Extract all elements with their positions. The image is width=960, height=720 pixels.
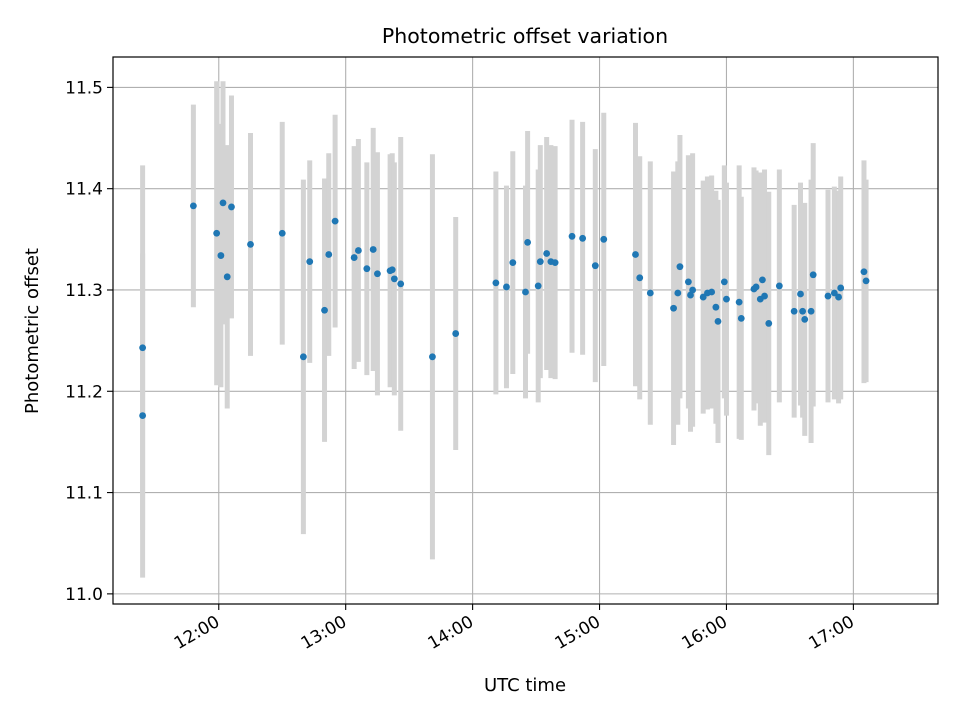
data-point [862,277,870,285]
data-point [492,279,500,287]
data-point [761,292,768,300]
data-point [632,251,639,258]
data-point [331,217,339,225]
data-point [354,247,362,254]
data-point [759,276,766,284]
data-point [524,238,532,246]
data-point [775,282,783,290]
data-point [591,262,599,270]
data-point [735,298,743,306]
data-point [321,306,328,314]
data-point [676,263,684,271]
data-point [536,258,544,266]
data-point [752,283,760,291]
data-point [670,304,677,312]
data-point [674,289,682,297]
data-point [388,266,396,274]
data-point [219,199,227,207]
data-point [543,250,551,257]
data-point [809,271,817,279]
data-point [712,303,720,311]
data-point [139,412,147,419]
x-axis-label: UTC time [484,675,566,696]
data-point [824,292,832,300]
data-point [350,254,358,261]
data-point [306,258,314,266]
data-point [534,282,542,290]
data-point [452,330,460,337]
y-tick-label: 11.3 [65,281,103,301]
data-point [217,252,225,259]
data-point [797,290,804,298]
y-tick-label: 11.0 [65,585,103,605]
data-point [835,293,842,301]
data-point [551,259,559,267]
data-point [684,278,692,286]
data-point [689,286,697,294]
data-point [139,344,147,352]
plot-frame [112,56,939,605]
data-point [568,232,576,240]
data-point [860,268,868,276]
data-point [247,240,254,248]
data-point [369,246,377,253]
data-point [708,288,716,296]
data-points [139,199,870,419]
y-tick-label: 11.1 [65,484,103,504]
data-point [799,307,807,315]
data-point [646,289,654,297]
data-point [723,295,730,303]
data-point [397,280,405,288]
y-tick-label: 11.2 [65,382,103,402]
chart-title: Photometric offset variation [382,24,668,48]
data-point [189,202,197,210]
data-point [213,229,221,237]
data-point [363,265,371,273]
data-point [765,320,773,327]
data-point [522,288,529,296]
data-point [509,259,517,267]
data-point [600,235,608,243]
y-tick-label: 11.4 [65,180,103,200]
data-point [830,289,838,297]
data-point [228,203,235,211]
data-point [720,278,728,286]
data-point [790,307,798,315]
data-point [374,270,381,278]
data-point [223,273,231,281]
data-point [837,284,845,292]
data-point [390,275,398,283]
data-point [807,307,815,315]
data-point [299,353,307,361]
data-point [636,274,644,282]
y-axis: 11.0 11.1 11.2 11.3 11.4 11.5 [65,78,113,605]
y-tick-label: 11.5 [65,78,103,98]
data-point [714,317,722,325]
y-axis-label: Photometric offset [22,248,43,414]
data-point [503,283,510,291]
data-point [737,314,745,322]
data-point [278,229,286,237]
data-point [699,293,707,301]
data-point [801,315,809,323]
data-point [429,353,436,361]
data-point [325,251,333,258]
data-point [579,234,587,242]
